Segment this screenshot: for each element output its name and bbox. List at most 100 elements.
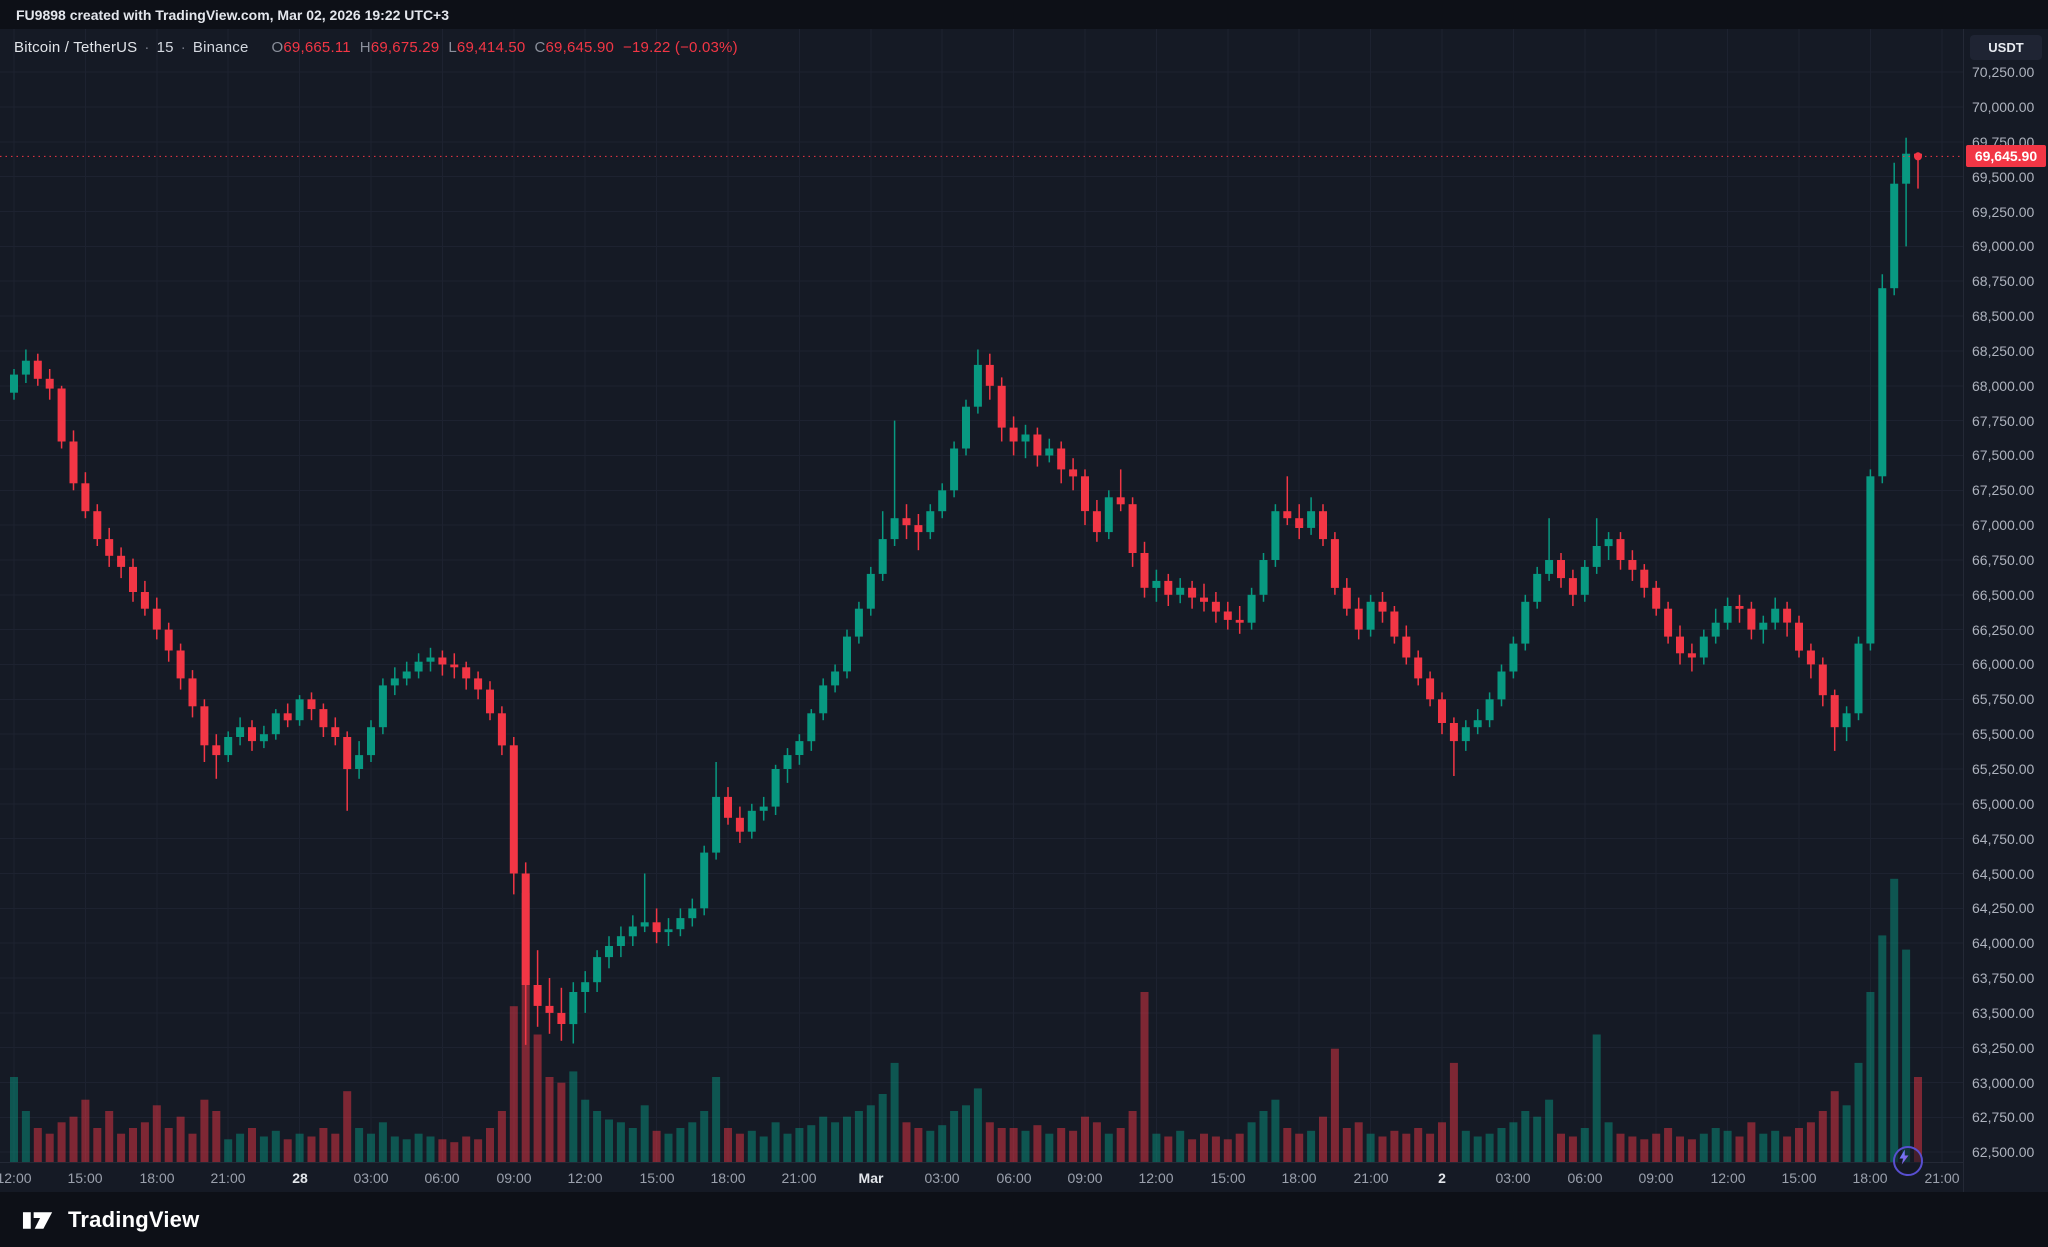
candle-body (1092, 511, 1101, 533)
time-axis-label: 12:00 (0, 1170, 32, 1186)
tradingview-logo-icon[interactable] (22, 1206, 57, 1234)
candle-body (509, 745, 518, 874)
candle-body (248, 727, 256, 742)
candle-body (771, 769, 780, 807)
candle-body (188, 678, 197, 707)
candle-body (319, 709, 328, 728)
candle-body (10, 374, 18, 393)
symbol-name[interactable]: Bitcoin / TetherUS (14, 39, 138, 56)
candle-body (176, 650, 185, 679)
volume-bar (164, 1128, 173, 1162)
price-axis-label: 69,250.00 (1972, 204, 2035, 220)
volume-bar (783, 1133, 792, 1162)
volume-bar (1592, 1034, 1601, 1162)
volume-bar (759, 1136, 768, 1162)
candle-body (378, 685, 387, 728)
candle-body (605, 946, 613, 958)
time-axis-label: 18:00 (710, 1170, 746, 1186)
time-axis-label: 15:00 (1781, 1170, 1817, 1186)
candle-body (1664, 608, 1673, 637)
candle-body (640, 922, 649, 927)
price-axis-label: 67,750.00 (1972, 413, 2035, 429)
volume-bar (605, 1119, 613, 1162)
candle-body (295, 699, 304, 721)
volume-bar (367, 1133, 375, 1162)
candle-body (1533, 573, 1542, 602)
instant-trading-button[interactable] (1893, 1146, 1923, 1176)
candle-body (117, 555, 126, 567)
candle-body (1890, 183, 1899, 289)
candle-body (1545, 560, 1554, 574)
candle-body (1723, 606, 1732, 623)
volume-bar (1057, 1128, 1066, 1162)
time-axis-label-day: 2 (1438, 1170, 1446, 1186)
volume-bar (1354, 1122, 1363, 1162)
candle-body (224, 737, 233, 756)
candle-body (843, 636, 851, 672)
volume-bar (236, 1133, 245, 1162)
volume-bar (1188, 1139, 1197, 1162)
candle-body (1497, 671, 1506, 700)
chart-main: Bitcoin / TetherUS · 15 · Binance O69,665.11 H… (0, 29, 2048, 1192)
candle-body (902, 518, 911, 526)
time-axis[interactable]: 12:00 15:00 18:00 21:00 28 03:00 06:00 09:00 12:… (0, 1162, 1963, 1192)
volume-bar (1747, 1122, 1756, 1162)
candle-body (1866, 476, 1875, 644)
volume-bar (1604, 1122, 1613, 1162)
volume-bar (831, 1122, 840, 1162)
candle-body (950, 448, 959, 491)
volume-bar (1330, 1048, 1339, 1162)
candle-body (1342, 587, 1351, 609)
volume-bar (688, 1122, 697, 1162)
candle-body (1128, 504, 1137, 553)
currency-toggle-button[interactable]: USDT (1970, 35, 2042, 60)
chart-pane[interactable]: Bitcoin / TetherUS · 15 · Binance O69,665.11 H… (0, 29, 1963, 1176)
candle-body (402, 671, 411, 679)
symbol-interval[interactable]: 15 (156, 39, 174, 56)
volume-bar (902, 1122, 911, 1162)
candle-body (616, 936, 625, 946)
candle-body (164, 629, 173, 651)
volume-bar (1092, 1122, 1101, 1162)
price-axis[interactable]: USDT 69,645.90 70,250.00 70,000.00 69,750.… (1963, 29, 2048, 1192)
candle-body (1390, 611, 1399, 637)
candle-body (486, 689, 494, 714)
volume-bar (1247, 1122, 1256, 1162)
candle-body (1449, 723, 1458, 742)
candle-body (1116, 497, 1125, 505)
tradingview-logo-text[interactable]: TradingView (68, 1206, 200, 1232)
volume-bar (581, 1099, 590, 1162)
time-axis-label: 03:00 (1495, 1170, 1531, 1186)
candle-body (1354, 608, 1363, 630)
candle-body (1176, 587, 1185, 595)
time-axis-label: 03:00 (924, 1170, 960, 1186)
candle-body (1009, 427, 1018, 442)
volume-bar (355, 1128, 364, 1162)
time-axis-label: 15:00 (67, 1170, 103, 1186)
time-axis-label: 06:00 (424, 1170, 460, 1186)
candle-body (307, 699, 316, 710)
high-value: 69,675.29 (370, 39, 440, 56)
volume-bar (1759, 1133, 1768, 1162)
candle-body (997, 385, 1006, 428)
volume-bar (1628, 1136, 1637, 1162)
candlestick-chart[interactable] (0, 29, 1963, 1162)
candle-body (1902, 153, 1911, 184)
candle-body (367, 727, 375, 756)
volume-bar (854, 1111, 863, 1162)
price-axis-label: 70,250.00 (1972, 64, 2035, 80)
volume-bar (33, 1128, 42, 1162)
candle-body (1652, 587, 1661, 609)
volume-bar (438, 1139, 447, 1162)
last-price-dot (1914, 152, 1922, 161)
candle-body (438, 657, 447, 665)
candle-body (1200, 597, 1208, 602)
volume-bar (1723, 1130, 1732, 1162)
price-axis-label: 64,000.00 (1972, 935, 2035, 951)
volume-bar (557, 1082, 566, 1162)
symbol-exchange[interactable]: Binance (192, 39, 249, 56)
volume-bar (1021, 1130, 1030, 1162)
volume-bar (1783, 1136, 1792, 1162)
volume-bar (1687, 1139, 1696, 1162)
candle-body (1747, 608, 1756, 630)
